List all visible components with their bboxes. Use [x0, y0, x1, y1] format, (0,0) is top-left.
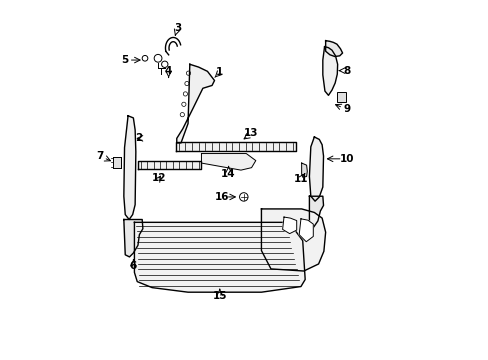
Text: 4: 4 [164, 66, 172, 76]
FancyBboxPatch shape [113, 157, 121, 168]
Text: 15: 15 [212, 292, 226, 301]
Text: 11: 11 [293, 174, 307, 184]
Text: 7: 7 [96, 151, 103, 161]
Polygon shape [282, 217, 296, 234]
Polygon shape [138, 161, 201, 170]
Polygon shape [309, 137, 323, 201]
Polygon shape [301, 163, 306, 177]
Polygon shape [322, 47, 337, 95]
Text: 3: 3 [174, 23, 181, 33]
Text: 5: 5 [121, 55, 128, 65]
Polygon shape [261, 209, 325, 271]
Text: 16: 16 [214, 192, 228, 202]
Polygon shape [123, 116, 136, 220]
Polygon shape [176, 64, 214, 143]
Polygon shape [175, 142, 295, 151]
Polygon shape [134, 222, 305, 292]
Text: 2: 2 [135, 133, 142, 143]
Text: 10: 10 [339, 154, 353, 164]
Text: 8: 8 [343, 66, 350, 76]
Text: 1: 1 [216, 67, 223, 77]
Polygon shape [201, 154, 255, 170]
Polygon shape [299, 219, 313, 242]
Text: 12: 12 [152, 173, 166, 183]
Text: 14: 14 [221, 168, 235, 179]
Polygon shape [309, 196, 323, 228]
Text: 6: 6 [129, 261, 137, 271]
Text: 9: 9 [343, 104, 350, 114]
Polygon shape [123, 220, 142, 257]
Text: 13: 13 [244, 129, 258, 139]
Bar [337, 92, 345, 102]
Polygon shape [325, 41, 342, 57]
